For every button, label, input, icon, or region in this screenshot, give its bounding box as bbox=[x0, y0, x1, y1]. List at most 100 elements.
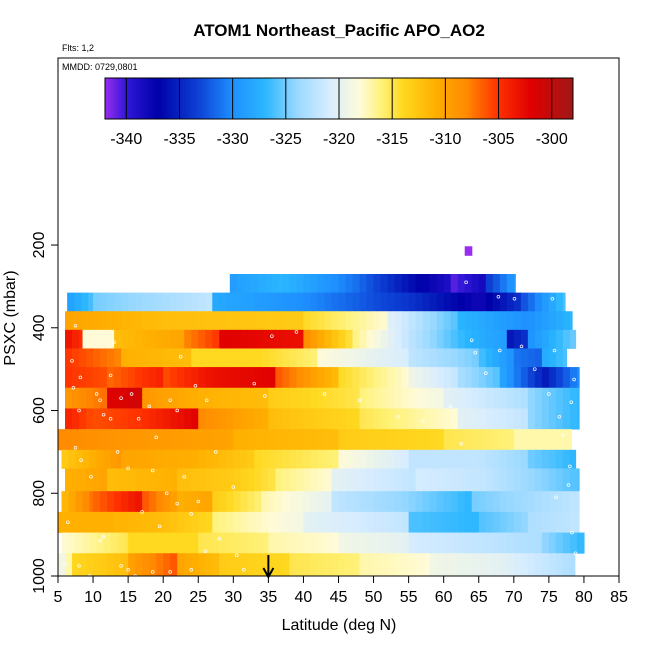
heatmap-cell bbox=[331, 511, 340, 533]
heatmap-cell bbox=[555, 408, 564, 430]
colorbar-slice bbox=[198, 78, 202, 119]
heatmap-cell bbox=[471, 387, 480, 409]
heatmap-cell bbox=[96, 532, 105, 554]
heatmap-cell bbox=[296, 311, 305, 331]
heatmap-cell bbox=[569, 532, 578, 554]
heatmap-cell bbox=[520, 511, 529, 533]
x-tick-label: 75 bbox=[540, 589, 558, 606]
heatmap-cell bbox=[513, 387, 522, 409]
heatmap-cell bbox=[373, 553, 382, 577]
heatmap-cell bbox=[408, 329, 417, 349]
heatmap-cell bbox=[282, 468, 291, 492]
heatmap-cell bbox=[261, 292, 269, 312]
heatmap-cell bbox=[555, 292, 564, 312]
heatmap-cell bbox=[429, 329, 438, 349]
colorbar-slice bbox=[115, 78, 119, 119]
heatmap-cell bbox=[191, 511, 199, 533]
heatmap-cell bbox=[520, 292, 529, 312]
heatmap-cell bbox=[156, 511, 164, 533]
heatmap-cell bbox=[478, 292, 487, 312]
heatmap-cell bbox=[114, 387, 122, 409]
heatmap-cell bbox=[163, 491, 171, 513]
heatmap-cell bbox=[457, 553, 466, 577]
colorbar-slice bbox=[229, 78, 234, 119]
heatmap-cell bbox=[324, 468, 333, 492]
heatmap-cell bbox=[359, 511, 368, 533]
heatmap-cell bbox=[177, 468, 185, 492]
colorbar-tick-label: -320 bbox=[323, 131, 355, 148]
heatmap-cell bbox=[170, 329, 178, 349]
heatmap-cell bbox=[338, 348, 347, 368]
heatmap-cell bbox=[198, 511, 206, 533]
heatmap-cell bbox=[219, 553, 227, 577]
heatmap-cell bbox=[457, 532, 466, 554]
colorbar-slice bbox=[543, 78, 547, 119]
heatmap-cell bbox=[317, 491, 326, 513]
heatmap-cell bbox=[100, 387, 108, 409]
sample-point bbox=[70, 359, 74, 363]
heatmap-cell bbox=[93, 429, 101, 451]
heatmap-cell bbox=[310, 429, 319, 451]
heatmap-cell bbox=[534, 329, 543, 349]
heatmap-cell bbox=[527, 468, 536, 492]
heatmap-cell bbox=[93, 553, 101, 577]
heatmap-cell bbox=[72, 387, 80, 409]
colorbar-slice bbox=[331, 78, 335, 119]
heatmap-cell bbox=[226, 329, 234, 349]
colorbar-slice bbox=[474, 78, 478, 119]
heatmap-cell bbox=[464, 449, 473, 469]
heatmap-cell bbox=[135, 468, 143, 492]
heatmap-cell bbox=[429, 274, 438, 294]
heatmap-cell bbox=[261, 468, 269, 492]
heatmap-cell bbox=[569, 491, 578, 513]
sample-point bbox=[572, 377, 576, 382]
colorbar-slice bbox=[139, 78, 143, 119]
colorbar-slice bbox=[501, 78, 505, 119]
heatmap-cell bbox=[247, 449, 255, 469]
heatmap-cell bbox=[233, 329, 241, 349]
x-tick-label: 70 bbox=[505, 589, 523, 606]
heatmap-cell bbox=[352, 408, 361, 430]
heatmap-cell bbox=[296, 348, 305, 368]
heatmap-cell bbox=[520, 553, 529, 577]
heatmap-cell bbox=[499, 348, 508, 368]
heatmap-cell bbox=[142, 329, 150, 349]
heatmap-cell bbox=[205, 532, 213, 554]
colorbar-slice bbox=[323, 78, 327, 119]
sample-point bbox=[189, 512, 193, 516]
heatmap-cell bbox=[331, 311, 340, 331]
heatmap-cell bbox=[562, 408, 571, 430]
colorbar-slice bbox=[503, 78, 508, 119]
heatmap-cell bbox=[79, 511, 87, 533]
heatmap-cell bbox=[289, 491, 298, 513]
y-tick-label: 200 bbox=[31, 232, 48, 259]
heatmap-cell bbox=[492, 553, 501, 577]
heatmap-cell bbox=[331, 292, 340, 312]
heatmap-cell bbox=[541, 329, 550, 349]
heatmap-cell bbox=[520, 311, 529, 331]
heatmap-cell bbox=[205, 311, 213, 331]
heatmap-cell bbox=[184, 468, 192, 492]
sample-point bbox=[459, 441, 463, 446]
heatmap-cell bbox=[485, 311, 494, 331]
x-tick-label: 10 bbox=[84, 589, 102, 606]
heatmap-cell bbox=[394, 367, 403, 389]
heatmap-cell bbox=[212, 532, 220, 554]
heatmap-cell bbox=[128, 532, 136, 554]
heatmap-cell bbox=[135, 292, 143, 312]
heatmap-cell bbox=[121, 329, 129, 349]
colorbar-slice bbox=[158, 78, 162, 119]
heatmap-cell bbox=[401, 274, 410, 294]
heatmap-cell bbox=[275, 408, 283, 430]
heatmap-cell bbox=[79, 429, 87, 451]
heatmap-cell bbox=[303, 449, 312, 469]
colorbar-slice bbox=[195, 78, 199, 119]
heatmap-cell bbox=[107, 468, 115, 492]
heatmap-cell bbox=[303, 387, 312, 409]
heatmap-cell bbox=[191, 408, 199, 430]
heatmap-cell bbox=[541, 491, 550, 513]
heatmap-cell bbox=[352, 367, 361, 389]
heatmap-cell bbox=[338, 553, 347, 577]
heatmap-cell bbox=[86, 553, 94, 577]
heatmap-cell bbox=[415, 367, 424, 389]
